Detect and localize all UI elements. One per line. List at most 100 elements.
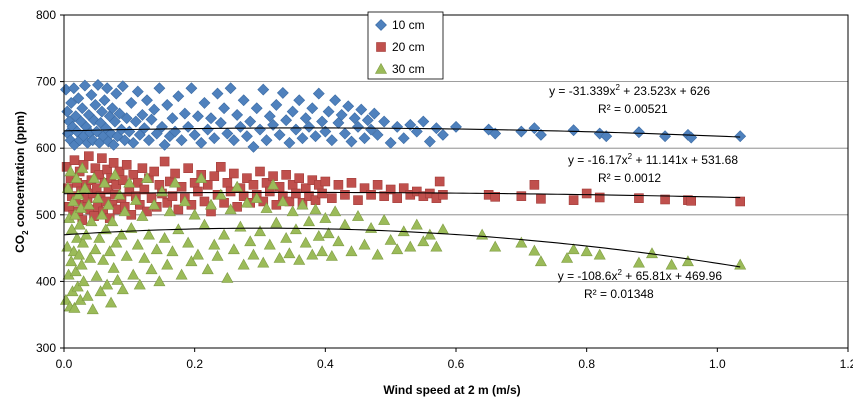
axis-ticks: 300 400 500 600 700 800 0.0 0.2 0.4 0.6 0.8 1.0 1.2 [36,8,853,371]
point-20cm-142 [735,196,746,207]
x-tick-label-1: 0.2 [186,357,203,371]
point-30cm-15 [70,172,83,183]
point-10cm-56 [143,134,155,147]
point-30cm-110 [276,195,289,207]
point-30cm-83 [188,208,201,220]
point-10cm-16 [78,79,91,92]
point-30cm-59 [125,222,138,233]
point-30cm-18 [72,188,85,200]
point-30cm-17 [71,280,84,292]
legend-marker-shape-30cm [374,62,388,74]
point-30cm-51 [110,236,123,248]
point-10cm-136 [423,135,436,148]
series-30cm-markers [59,162,747,315]
y-tick-label-0: 300 [36,341,56,355]
plot-area-border [63,14,849,349]
point-30cm-93 [221,271,234,283]
point-10cm-112 [319,125,332,138]
point-20cm-121 [392,193,403,203]
point-10cm-115 [329,94,342,107]
point-20cm-36 [108,158,119,168]
point-20cm-42 [118,175,128,185]
point-30cm-123 [319,212,332,223]
point-30cm-61 [129,194,142,205]
point-10cm-70 [182,120,195,133]
point-20cm-112 [333,180,344,190]
trendlines [63,127,741,268]
legend-marker-30cm [374,62,388,74]
point-30cm-143 [436,223,449,235]
legend-label-10cm: 10 cm [392,18,425,32]
point-30cm-134 [378,214,391,225]
point-30cm-125 [325,249,338,261]
y-axis-title-sub: 2 [21,230,30,235]
point-20cm-119 [379,191,389,201]
point-30cm-48 [106,215,119,227]
point-20cm-134 [536,194,546,204]
point-30cm-33 [86,303,99,315]
point-20cm-78 [216,162,226,172]
eq-20cm-pre: y = -16.17x [568,153,628,167]
point-10cm-51 [131,85,144,98]
point-30cm-27 [78,182,91,193]
point-30cm-146 [515,236,528,248]
point-10cm-87 [237,94,250,107]
point-10cm-121 [348,112,361,125]
point-30cm-67 [142,228,155,240]
point-20cm-51 [137,163,148,173]
point-30cm-82 [185,255,198,267]
point-20cm-88 [248,180,259,190]
point-30cm-70 [150,243,163,255]
point-10cm-139 [450,120,462,133]
point-20cm-129 [438,190,448,200]
point-20cm-55 [146,193,157,203]
point-30cm-19 [73,248,86,260]
point-10cm-94 [260,134,273,147]
point-10cm-111 [316,115,328,128]
point-10cm-68 [175,134,188,147]
point-30cm-133 [371,248,384,260]
point-30cm-91 [214,188,227,200]
point-30cm-95 [227,243,240,255]
point-10cm-77 [205,112,217,125]
point-20cm-110 [320,176,331,187]
point-30cm-124 [322,227,335,239]
point-10cm-135 [417,115,430,128]
point-20cm-98 [281,170,291,180]
point-10cm-39 [109,115,121,128]
point-30cm-131 [358,238,371,250]
x-tick-label-4: 0.8 [578,357,595,371]
point-20cm-52 [139,184,150,195]
point-10cm-58 [148,103,161,116]
point-10cm-69 [178,107,191,120]
x-tick-label-2: 0.4 [317,357,334,371]
point-10cm-110 [312,87,325,100]
point-10cm-95 [263,110,276,123]
point-10cm-152 [734,130,747,143]
legend-label-20cm: 20 cm [392,40,425,54]
point-10cm-7 [67,82,80,95]
point-30cm-119 [306,248,319,260]
point-30cm-1 [61,240,74,252]
point-30cm-52 [111,273,124,285]
y-tick-label-2: 500 [36,208,56,222]
point-10cm-79 [211,87,224,100]
point-30cm-34 [88,172,101,183]
point-30cm-41 [97,253,110,265]
point-10cm-148 [633,126,645,139]
point-20cm-76 [209,171,220,181]
point-10cm-113 [322,105,335,118]
legend-marker-20cm [376,42,386,52]
point-20cm-133 [529,180,540,190]
point-30cm-90 [211,249,224,261]
point-20cm-90 [255,166,265,177]
point-30cm-86 [198,218,211,230]
point-30cm-35 [89,243,102,255]
point-20cm-68 [183,163,193,173]
point-30cm-109 [273,251,286,263]
point-20cm-118 [372,180,383,190]
point-10cm-44 [116,80,129,93]
point-30cm-107 [267,178,280,190]
point-30cm-60 [127,268,140,280]
point-10cm-85 [231,108,244,121]
